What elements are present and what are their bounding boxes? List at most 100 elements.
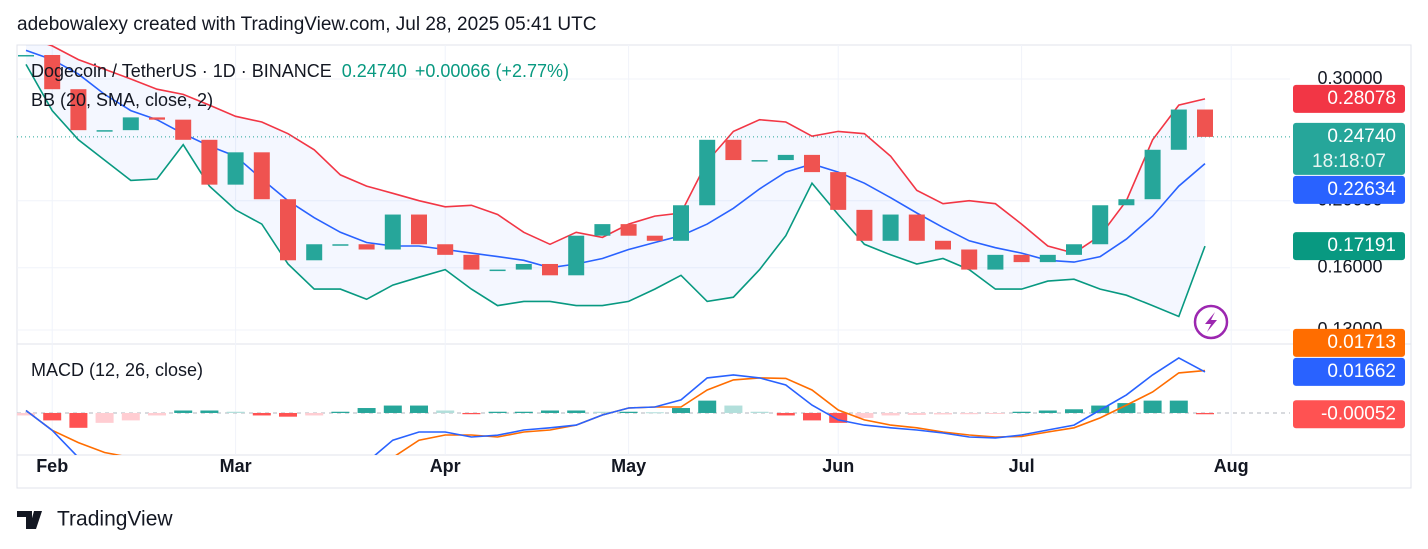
- price-tag-countdown: 18:18:07: [1312, 151, 1386, 172]
- candle: [646, 235, 663, 241]
- macd-tag: 0.01662: [1293, 357, 1405, 386]
- histogram-tag-box: [1293, 400, 1405, 429]
- candle: [1170, 109, 1187, 150]
- signal-tag-label: 0.01713: [1327, 332, 1396, 353]
- candle: [908, 214, 925, 241]
- candle: [201, 139, 218, 185]
- histogram-bar: [1196, 412, 1214, 415]
- bb-lower: [25, 64, 1206, 318]
- candle: [620, 224, 637, 236]
- signal-tag: 0.01713: [1293, 328, 1405, 357]
- macd-tag-label: 0.01662: [1327, 361, 1396, 382]
- candle: [725, 139, 742, 161]
- candle: [1039, 254, 1056, 263]
- x-tick-label: Aug: [1214, 456, 1249, 476]
- macd-line: [25, 356, 1206, 455]
- candle: [149, 117, 165, 120]
- histogram-bar: [567, 410, 586, 413]
- histogram-bar: [436, 410, 455, 413]
- histogram-bar: [17, 412, 35, 416]
- price-tag-box: [1293, 122, 1405, 175]
- candle: [673, 205, 689, 241]
- y-tick-label: 0.16000: [1317, 256, 1382, 276]
- logo[interactable]: TradingView: [17, 508, 173, 531]
- candle: [515, 263, 532, 270]
- histogram-bar: [174, 410, 193, 413]
- histogram-bar: [593, 411, 612, 413]
- y-tick-label: 0.30000: [1317, 68, 1382, 88]
- x-tick-label: Apr: [430, 456, 461, 476]
- last-price: 0.24740: [342, 61, 407, 81]
- candle: [175, 119, 192, 140]
- candle: [987, 254, 1004, 270]
- histogram-bar: [541, 410, 559, 413]
- upper-tag-label: 0.28078: [1327, 88, 1396, 109]
- histogram-bar: [43, 412, 62, 421]
- histogram-bar: [803, 412, 821, 421]
- candle: [542, 263, 558, 276]
- candle: [253, 152, 270, 200]
- header-text: adebowalexy created with TradingView.com…: [17, 14, 596, 35]
- histogram-bar: [488, 411, 507, 413]
- candle: [1066, 244, 1082, 255]
- lower-tag-label: 0.17191: [1327, 235, 1396, 256]
- candle: [882, 214, 899, 241]
- chart-frame: [16, 44, 1412, 489]
- candle: [44, 54, 61, 90]
- histogram-bar: [279, 412, 297, 417]
- candle: [18, 54, 34, 57]
- upper-tag-box: [1293, 84, 1405, 113]
- x-tick-label: Jul: [1009, 456, 1035, 476]
- alert-icon[interactable]: [1193, 304, 1229, 340]
- histogram-bar: [907, 412, 926, 415]
- x-tick-label: Feb: [36, 456, 68, 476]
- candle: [1197, 109, 1213, 137]
- macd-legend: MACD (12, 26, close): [31, 360, 203, 380]
- candle: [70, 89, 87, 131]
- candle: [306, 244, 323, 261]
- histogram-bar: [829, 412, 848, 423]
- grid: [17, 45, 1290, 455]
- candle: [332, 244, 349, 246]
- candle: [804, 154, 820, 173]
- histogram-bar: [121, 412, 140, 421]
- upper-tag: 0.28078: [1293, 84, 1405, 113]
- legend: Dogecoin / TetherUS · 1D · BINANCE 0.247…: [31, 61, 569, 380]
- histogram-bar: [95, 412, 114, 423]
- histogram-bar: [986, 412, 1005, 414]
- histogram-tag: -0.00052: [1293, 400, 1405, 429]
- histogram-bar: [514, 411, 533, 413]
- histogram-bar: [1169, 400, 1188, 413]
- histogram-bar: [1012, 411, 1031, 413]
- histogram-bar: [1143, 400, 1162, 413]
- bb-middle: [25, 49, 1206, 269]
- price-pane: [17, 45, 1290, 318]
- x-tick-label: Mar: [220, 456, 252, 476]
- histogram-bar: [776, 412, 795, 416]
- bb-upper: [47, 45, 1206, 254]
- candle: [411, 214, 427, 245]
- candle: [961, 249, 978, 270]
- histogram-bar: [750, 411, 769, 413]
- histogram-bar: [252, 412, 271, 416]
- signal-tag-box: [1293, 328, 1405, 357]
- price-change: +0.00066 (+2.77%): [415, 61, 569, 81]
- histogram-bar: [724, 405, 743, 413]
- middle-tag-box: [1293, 175, 1405, 204]
- histogram-bar: [305, 412, 324, 416]
- axes: 0.130000.160000.200000.30000FebMarAprMay…: [36, 68, 1405, 476]
- candle: [227, 152, 244, 185]
- histogram-bar: [698, 400, 717, 413]
- lower-tag-box: [1293, 232, 1405, 261]
- candle: [437, 244, 454, 255]
- price-tag-label: 0.24740: [1327, 126, 1396, 147]
- histogram-bar: [148, 412, 166, 416]
- candle: [280, 199, 296, 261]
- macd-tag-box: [1293, 357, 1405, 386]
- candle: [594, 224, 611, 236]
- histogram-bar: [934, 412, 952, 415]
- candle: [1092, 205, 1109, 245]
- middle-tag-label: 0.22634: [1327, 179, 1396, 200]
- candle: [1118, 199, 1135, 206]
